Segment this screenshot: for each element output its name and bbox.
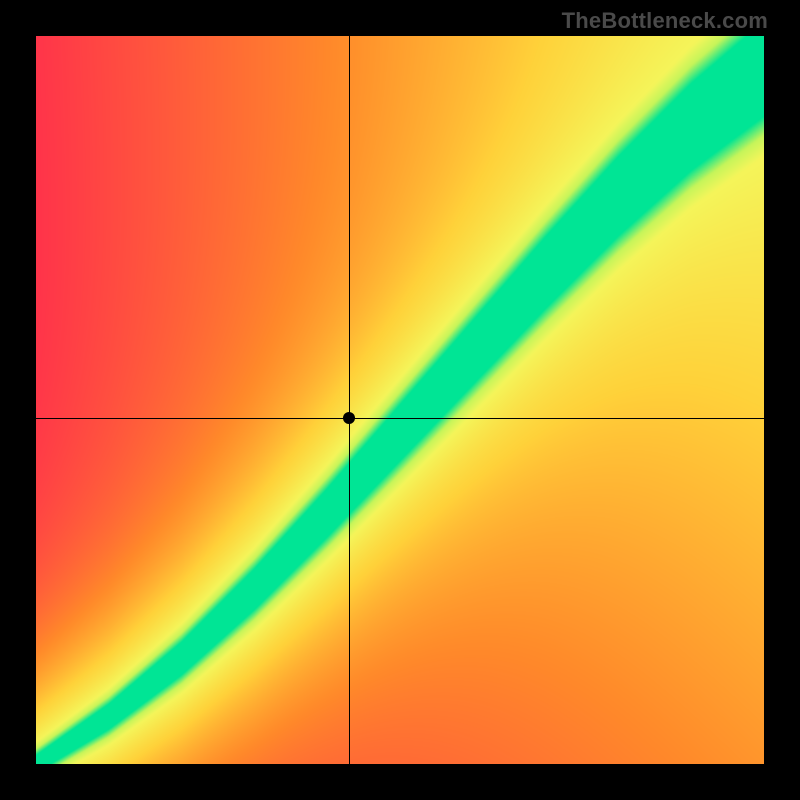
heatmap-plot [36,36,764,764]
heatmap-canvas [36,36,764,764]
data-point-marker [343,412,355,424]
crosshair-horizontal [36,418,764,419]
crosshair-vertical [349,36,350,764]
watermark-text: TheBottleneck.com [562,8,768,34]
